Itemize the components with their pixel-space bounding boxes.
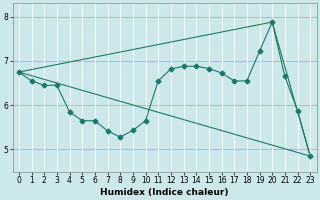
X-axis label: Humidex (Indice chaleur): Humidex (Indice chaleur) (100, 188, 229, 197)
